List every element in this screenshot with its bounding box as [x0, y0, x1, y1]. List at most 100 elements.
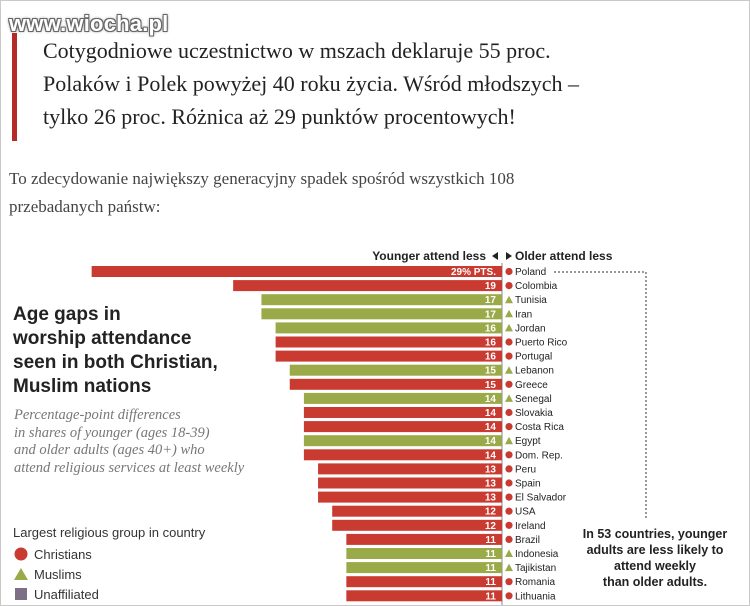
- bar-puerto-rico: [275, 336, 502, 348]
- square-icon: [13, 587, 29, 601]
- bar-colombia: [233, 280, 502, 292]
- bar-el-salvador: [318, 491, 502, 503]
- bar-value-label: 11: [485, 563, 496, 574]
- country-label: El Salvador: [515, 493, 567, 504]
- country-label: Costa Rica: [515, 422, 564, 433]
- legend-label: Unaffiliated: [34, 586, 99, 602]
- chart-subtitle-line: Percentage-point differences: [14, 407, 181, 423]
- bar-value-label: 11: [485, 577, 496, 588]
- annotation-line: adults are less likely to: [586, 543, 724, 557]
- triangle-icon: [505, 309, 513, 318]
- country-label: Colombia: [515, 281, 558, 292]
- country-label: Indonesia: [515, 549, 559, 560]
- circle-icon: [505, 423, 513, 431]
- circle-icon: [505, 521, 513, 529]
- pull-quote-line: tylko 26 proc. Różnica aż 29 punktów pro…: [43, 104, 516, 129]
- bar-value-label: 17: [485, 295, 497, 306]
- country-label: Senegal: [515, 394, 552, 405]
- bar-value-label: 19: [485, 281, 497, 292]
- bar-costa-rica: [303, 421, 502, 433]
- country-label: Lebanon: [515, 366, 554, 377]
- bar-value-label: 13: [485, 493, 497, 504]
- pull-quote: Cotygodniowe uczestnictwo w mszach dekla…: [43, 34, 743, 133]
- bar-spain: [318, 477, 502, 489]
- triangle-icon: [505, 295, 513, 304]
- bar-value-label: 11: [485, 535, 496, 546]
- circle-icon: [505, 493, 513, 501]
- bar-poland: [91, 266, 503, 277]
- bar-indonesia: [346, 548, 502, 559]
- intro-paragraph: To zdecydowanie największy generacyjny s…: [9, 165, 709, 221]
- circle-icon: [505, 535, 513, 544]
- bar-value-label: 12: [485, 507, 497, 518]
- bar-value-label: 11: [485, 549, 496, 560]
- bar-dom-rep-: [303, 449, 502, 461]
- bar-value-label: 14: [485, 450, 497, 461]
- bar-jordan: [275, 322, 502, 334]
- circle-icon: [505, 578, 513, 586]
- bar-romania: [346, 576, 502, 588]
- header-younger-attend-less: Younger attend less: [372, 249, 486, 263]
- bar-value-label: 14: [485, 422, 497, 433]
- country-label: Brazil: [515, 535, 540, 546]
- circle-icon: [505, 507, 513, 515]
- chart-subtitle-line: in shares of younger (ages 18-39): [14, 424, 210, 441]
- country-label: Tunisia: [515, 295, 547, 306]
- legend-item-unaffiliated: Unaffiliated: [13, 584, 205, 604]
- triangle-icon: [505, 563, 513, 572]
- bar-value-label: 15: [485, 380, 497, 391]
- bar-senegal: [303, 392, 502, 404]
- bar-value-label: 15: [485, 366, 497, 377]
- circle-icon: [505, 408, 513, 417]
- bar-tunisia: [261, 294, 502, 306]
- country-label: Dom. Rep.: [515, 450, 563, 461]
- triangle-icon: [505, 394, 513, 402]
- intro-line: przebadanych państw:: [9, 197, 161, 216]
- circle-icon: [13, 547, 29, 561]
- bar-value-label: 12: [485, 521, 497, 532]
- legend-item-christians: Christians: [13, 544, 205, 564]
- annotation-line: than older adults.: [602, 575, 708, 589]
- site-watermark: www.wiocha.pl: [9, 11, 169, 36]
- bar-iran: [261, 308, 502, 320]
- annotation-line: attend weekly: [614, 559, 696, 573]
- bar-value-label: 14: [485, 394, 497, 405]
- legend-label: Muslims: [34, 566, 82, 582]
- triangle-icon: [505, 549, 513, 557]
- circle-icon: [505, 267, 513, 276]
- annotation-line: In 53 countries, younger: [582, 527, 728, 541]
- country-label: Portugal: [515, 352, 552, 363]
- chart-subtitle: Percentage-point differences in shares o…: [14, 407, 284, 477]
- pull-quote-line: Cotygodniowe uczestnictwo w mszach dekla…: [43, 38, 551, 63]
- bar-value-label: 11: [485, 591, 496, 602]
- chart-annotation: In 53 countries, younger adults are less…: [571, 526, 739, 590]
- circle-icon: [505, 451, 513, 459]
- bar-value-label: 17: [485, 309, 497, 320]
- country-label: Iran: [515, 309, 532, 320]
- circle-icon: [505, 352, 513, 360]
- bar-value-label: 13: [485, 479, 497, 490]
- bar-value-label: 29% PTS.: [451, 267, 496, 278]
- bar-peru: [318, 463, 502, 475]
- legend-title: Largest religious group in country: [13, 525, 206, 540]
- bar-lebanon: [289, 364, 502, 376]
- circle-icon: [505, 465, 513, 473]
- triangle-icon: [505, 366, 513, 374]
- bar-value-label: 13: [485, 464, 497, 475]
- country-label: Spain: [515, 479, 541, 490]
- country-label: Egypt: [515, 436, 541, 447]
- country-label: Ireland: [515, 521, 546, 532]
- country-label: USA: [515, 507, 536, 518]
- quote-accent-bar: [12, 33, 17, 141]
- circle-icon: [505, 479, 513, 487]
- bar-value-label: 16: [485, 352, 497, 363]
- circle-icon: [505, 380, 513, 388]
- bar-ireland: [332, 519, 502, 531]
- bar-value-label: 16: [485, 323, 497, 334]
- bar-value-label: 14: [485, 408, 497, 419]
- chart-title-line: seen in both Christian,: [13, 352, 218, 373]
- country-label: Lithuania: [515, 591, 556, 602]
- bar-slovakia: [303, 407, 502, 418]
